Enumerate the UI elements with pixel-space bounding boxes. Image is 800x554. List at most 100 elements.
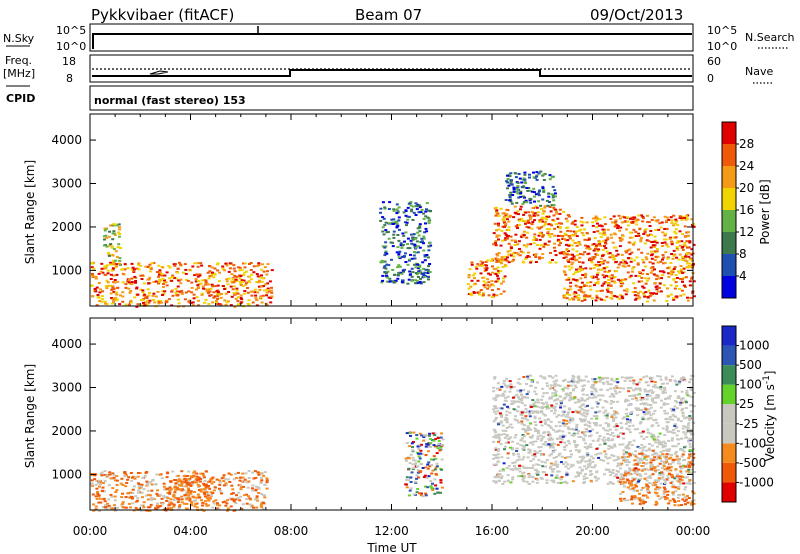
- power-colorbar-segment: [722, 232, 736, 254]
- velocity-echo-cell: [520, 422, 524, 425]
- velocity-echo-cell: [170, 502, 174, 505]
- velocity-echo-cell: [142, 501, 146, 504]
- power-echo-cell: [669, 272, 673, 275]
- velocity-echo-cell: [610, 377, 614, 380]
- velocity-echo-cell: [661, 444, 665, 447]
- velocity-echo-cell: [607, 444, 611, 447]
- velocity-echo-cell: [636, 393, 640, 396]
- velocity-echo-cell: [687, 468, 691, 471]
- power-echo-cell: [606, 228, 610, 231]
- velocity-echo-cell: [438, 449, 442, 452]
- power-echo-cell: [497, 252, 501, 254]
- velocity-echo-cell: [647, 491, 651, 494]
- power-echo-cell: [669, 216, 673, 219]
- power-echo-cell: [570, 263, 574, 266]
- power-echo-cell: [516, 224, 520, 227]
- power-echo-cell: [659, 226, 663, 229]
- velocity-echo-cell: [93, 474, 97, 477]
- power-echo-cell: [679, 277, 682, 280]
- power-echo-cell: [171, 274, 175, 277]
- velocity-echo-cell: [409, 476, 413, 479]
- velocity-echo-cell: [660, 399, 663, 402]
- velocity-echo-cell: [513, 465, 516, 467]
- velocity-echo-cell: [433, 468, 437, 471]
- power-echo-cell: [601, 228, 605, 231]
- velocity-echo-cell: [260, 472, 264, 475]
- velocity-echo-cell: [559, 441, 563, 444]
- velocity-echo-cell: [255, 506, 259, 509]
- power-echo-cell: [397, 256, 401, 259]
- power-echo-cell: [499, 260, 503, 263]
- velocity-echo-cell: [169, 507, 173, 510]
- velocity-echo-cell: [586, 398, 590, 401]
- power-echo-cell: [509, 179, 513, 182]
- velocity-echo-cell: [576, 444, 579, 447]
- power-echo-cell: [507, 226, 511, 229]
- velocity-echo-cell: [665, 429, 669, 431]
- power-echo-cell: [659, 270, 662, 273]
- velocity-echo-cell: [682, 482, 686, 485]
- power-echo-cell: [554, 208, 558, 211]
- power-echo-cell: [384, 245, 388, 248]
- power-echo-cell: [157, 275, 161, 278]
- power-echo-cell: [640, 237, 643, 240]
- power-echo-cell: [117, 235, 121, 238]
- velocity-echo-cell: [594, 396, 598, 399]
- power-echo-cell: [573, 271, 577, 274]
- velocity-echo-cell: [243, 478, 247, 481]
- power-echo-cell: [522, 185, 526, 188]
- velocity-echo-cell: [522, 466, 526, 469]
- velocity-echo-cell: [145, 480, 149, 483]
- velocity-echo-cell: [656, 435, 660, 438]
- power-echo-cell: [207, 303, 211, 305]
- velocity-echo-cell: [664, 391, 667, 394]
- velocity-echo-cell: [656, 396, 660, 399]
- velocity-echo-cell: [180, 495, 184, 498]
- velocity-echo-cell: [121, 484, 125, 486]
- velocity-echo-cell: [630, 444, 634, 447]
- power-echo-cell: [565, 220, 569, 223]
- power-echo-cell: [500, 257, 504, 260]
- velocity-echo-cell: [563, 424, 567, 427]
- velocity-echo-cell: [660, 471, 664, 474]
- velocity-echo-cell: [673, 501, 677, 503]
- power-echo-cell: [575, 296, 579, 299]
- velocity-echo-cell: [619, 492, 623, 495]
- power-echo-cell: [566, 229, 570, 232]
- velocity-echo-cell: [430, 487, 434, 489]
- velocity-echo-cell: [193, 505, 197, 508]
- velocity-echo-cell: [573, 384, 577, 387]
- velocity-echo-cell: [685, 389, 689, 392]
- velocity-echo-cell: [686, 426, 690, 429]
- power-echo-cell: [670, 221, 674, 224]
- power-echo-cell: [506, 215, 510, 218]
- power-echo-cell: [126, 280, 130, 283]
- power-echo-cell: [114, 250, 118, 253]
- power-echo-cell: [199, 282, 203, 285]
- power-echo-cell: [595, 294, 599, 297]
- power-echo-cell: [671, 257, 675, 260]
- velocity-echo-cell: [568, 408, 572, 411]
- power-echo-cell: [253, 288, 257, 291]
- velocity-echo-cell: [526, 396, 529, 399]
- power-echo-cell: [535, 171, 539, 174]
- power-echo-cell: [243, 271, 247, 274]
- power-echo-cell: [554, 254, 558, 257]
- velocity-echo-cell: [625, 447, 629, 450]
- power-echo-cell: [127, 278, 131, 281]
- power-echo-cell: [499, 270, 503, 273]
- velocity-echo-cell: [637, 407, 640, 410]
- power-echo-cell: [472, 283, 476, 286]
- power-echo-cell: [690, 276, 694, 279]
- power-echo-cell: [474, 265, 478, 268]
- power-echo-cell: [479, 260, 483, 263]
- velocity-echo-cell: [564, 456, 567, 459]
- power-echo-cell: [649, 230, 653, 232]
- velocity-echo-cell: [146, 498, 150, 501]
- power-echo-cell: [249, 278, 253, 281]
- power-echo-cell: [270, 269, 274, 272]
- velocity-echo-cell: [633, 395, 636, 398]
- velocity-echo-cell: [526, 375, 530, 378]
- power-echo-cell: [550, 233, 554, 235]
- power-echo-cell: [595, 265, 599, 268]
